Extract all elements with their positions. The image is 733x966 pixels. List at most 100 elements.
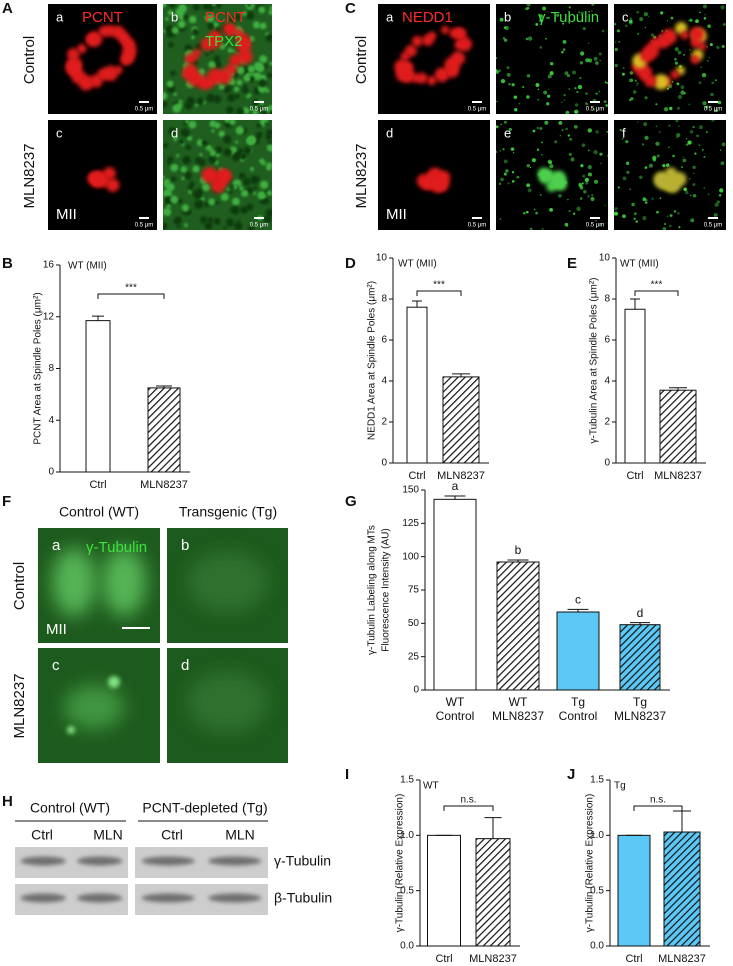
green-speck [180,128,190,138]
signal-blob [433,175,450,192]
green-speck [582,27,586,31]
significance-bracket [634,290,679,296]
green-speck [595,130,599,134]
green-speck [644,166,648,169]
green-speck [706,131,708,133]
green-speck [507,182,510,185]
green-speck [533,208,536,211]
y-tick-label: 1.0 [400,830,414,841]
green-speck [692,165,696,169]
scale-label: 0.5 μm [704,223,722,229]
panel-letter: a [52,537,61,554]
green-speck [235,107,245,114]
green-speck [208,25,213,29]
signal-blob [454,28,464,38]
green-speck [676,82,680,86]
group-label: PCNT-depleted (Tg) [142,800,267,816]
green-speck [503,172,507,176]
green-speck [614,47,618,52]
y-axis-label: Fluorescence Intensity (AU) [381,528,392,651]
green-speck [603,100,607,103]
image-tile [163,4,272,114]
green-speck [633,217,636,220]
green-speck [564,71,569,75]
green-speck [513,95,518,99]
green-speck [545,102,550,106]
green-speck [659,197,662,200]
green-speck [218,83,225,90]
channel-label: TPX2 [205,33,243,50]
signal-blob [421,179,433,190]
green-speck [714,79,717,82]
green-speck [227,48,233,53]
green-speck [692,126,695,129]
green-speck [498,182,502,186]
green-speck [707,193,710,196]
green-speck [617,186,620,189]
lane-label: MLN [225,827,255,843]
green-speck [572,70,576,75]
green-speck [565,127,568,131]
lane-label: MLN [93,827,123,843]
y-tick-label: 2 [604,417,610,428]
green-speck [266,129,272,136]
x-tick-label: Ctrl [408,470,425,482]
y-tick-label: 8 [604,294,610,305]
panel-letter: c [56,125,63,140]
green-speck [269,6,272,10]
green-speck [255,132,262,139]
signal-blob [76,43,87,54]
green-speck [255,176,260,181]
green-speck [529,227,533,230]
band-label: γ-Tubulin [274,853,331,869]
green-speck [584,177,589,182]
significance-bracket [416,290,462,296]
green-speck [508,127,512,132]
green-speck [621,137,624,140]
green-speck [591,4,595,6]
scale-label: 0.5 μm [468,107,486,113]
green-speck [215,201,220,205]
green-speck [701,148,704,151]
green-speck [167,156,174,163]
green-speck [163,100,168,106]
green-speck [223,135,232,144]
green-speck [583,190,587,194]
green-speck [579,61,584,65]
green-speck [163,178,171,186]
green-speck [564,222,569,227]
green-speck [685,143,689,146]
green-speck [566,74,571,78]
green-speck [167,161,171,165]
row-label: Control [21,36,38,84]
green-speck [676,136,678,138]
bar [475,838,511,947]
green-speck [224,120,231,123]
green-speck [548,160,552,165]
green-speck [703,155,706,159]
signal-blob [117,31,130,43]
green-speck [585,181,589,185]
lane-label: Ctrl [161,827,183,843]
group-letter: d [637,606,644,620]
bar [433,498,477,691]
green-speck [558,194,562,198]
panel-label: E [567,255,577,272]
green-speck [163,91,168,101]
green-speck [643,12,648,17]
green-speck [578,183,583,188]
row-label: MLN8237 [21,143,38,208]
green-speck [543,90,548,95]
spindle [187,552,268,613]
aster [64,685,124,730]
y-tick-label: 10 [376,253,388,264]
green-speck [598,52,602,56]
green-speck [689,130,694,134]
green-speck [680,90,685,95]
green-speck [220,192,229,201]
bar [496,561,540,691]
green-speck [211,129,215,133]
green-speck [255,63,265,73]
green-speck [547,74,552,79]
green-speck [176,154,180,158]
